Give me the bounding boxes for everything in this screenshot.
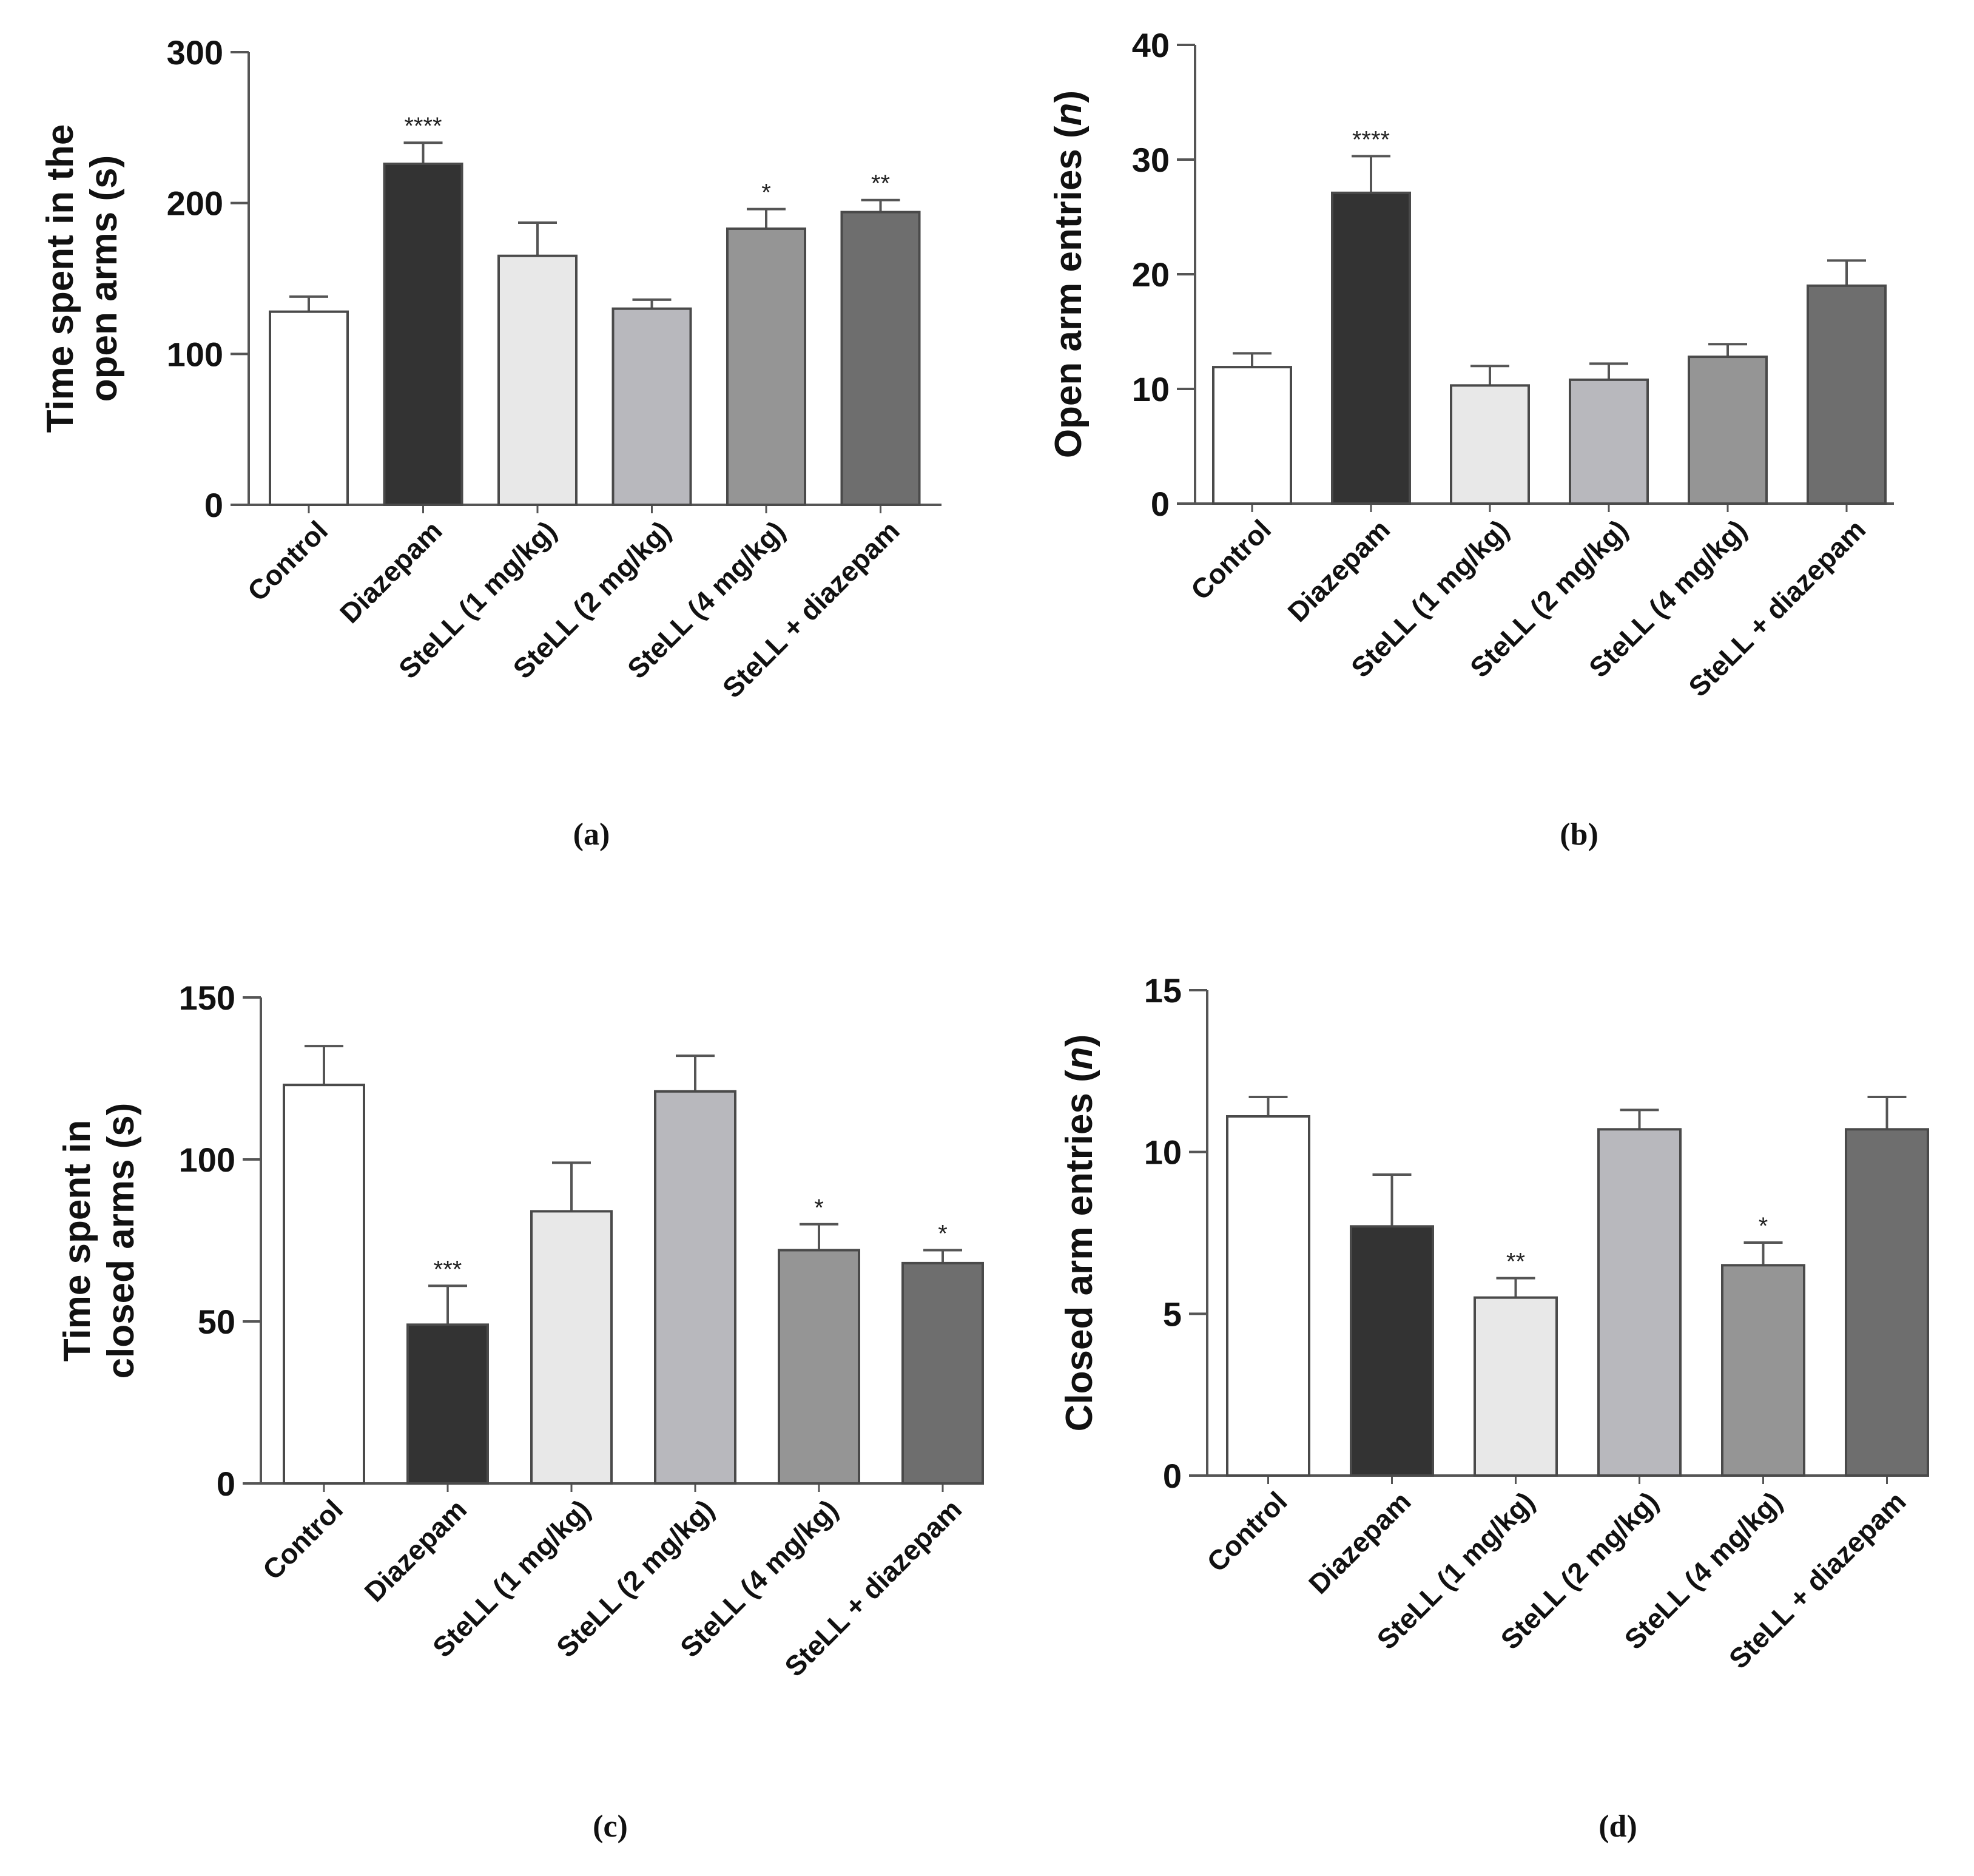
x-tick-label: Control xyxy=(241,515,334,607)
bar xyxy=(1721,1264,1805,1477)
bar xyxy=(901,1261,984,1485)
y-tick-label: 10 xyxy=(1132,370,1170,408)
y-tick-label: 5 xyxy=(1163,1295,1182,1333)
panel-a: 0 100 200 300 Time spent in theopen arms (s)… xyxy=(39,33,942,852)
bar xyxy=(1450,384,1530,505)
bar xyxy=(1597,1128,1682,1477)
y-axis-label: Open arm entries (n) xyxy=(1048,90,1090,458)
significance-label: * xyxy=(761,180,771,206)
y-tick-label: 10 xyxy=(1144,1133,1182,1172)
significance-label: ** xyxy=(871,170,890,197)
y-axis-label-line: closed arms (s) xyxy=(100,1103,142,1379)
panel-label: (c) xyxy=(593,1809,628,1844)
y-axis-label-line: open arms (s) xyxy=(83,155,125,402)
significance-label: ** xyxy=(1506,1249,1525,1275)
bar xyxy=(1807,284,1887,505)
y-tick-label: 100 xyxy=(167,335,223,373)
y-tick-label: 300 xyxy=(167,33,223,72)
y-tick-label: 30 xyxy=(1132,141,1170,179)
y-axis-label-line: Time spent in xyxy=(56,1120,98,1362)
y-axis-label: Time spent inclosed arms (s) xyxy=(56,1103,142,1379)
y-tick-label: 0 xyxy=(1151,485,1170,523)
y-axis-label-part: ) xyxy=(1048,90,1090,103)
bar xyxy=(1331,191,1411,505)
bar xyxy=(269,310,349,506)
bar xyxy=(611,307,692,506)
bar xyxy=(1474,1296,1558,1477)
x-tick-label: Diazepam xyxy=(334,515,448,629)
panel-label: (b) xyxy=(1560,817,1598,852)
bar xyxy=(726,227,806,506)
bar xyxy=(1688,356,1768,505)
y-axis-label-part: n xyxy=(1048,103,1090,126)
panel-label: (d) xyxy=(1598,1809,1637,1844)
panel-c: 0 50 100 150 Time spent inclosed arms (s) Con… xyxy=(56,979,984,1844)
y-tick-label: 20 xyxy=(1132,255,1170,294)
y-axis-label: Time spent in theopen arms (s) xyxy=(39,124,125,433)
y-tick-label: 0 xyxy=(217,1465,235,1503)
bar xyxy=(383,163,463,507)
y-axis-label: Closed arm entries (n) xyxy=(1059,1034,1100,1432)
y-tick-label: 15 xyxy=(1144,971,1182,1010)
y-tick-label: 50 xyxy=(198,1303,235,1341)
significance-label: * xyxy=(814,1195,824,1221)
significance-label: **** xyxy=(404,113,442,140)
significance-label: * xyxy=(938,1221,948,1247)
x-tick-label: Diazepam xyxy=(1302,1485,1417,1600)
bar xyxy=(654,1090,736,1485)
y-axis-label-line: Time spent in the xyxy=(39,124,81,433)
x-tick-label: Diazepam xyxy=(358,1493,473,1608)
y-axis-label-part: n xyxy=(1059,1047,1100,1070)
panel-label: (a) xyxy=(573,817,610,852)
significance-label: *** xyxy=(434,1256,462,1283)
y-axis-label-part: Closed arm entries ( xyxy=(1059,1070,1100,1431)
bar xyxy=(283,1084,365,1485)
bar xyxy=(778,1249,860,1485)
x-tick-label: Diazepam xyxy=(1281,513,1396,628)
panel-d: 0 5 10 15 Closed arm entries (n) Control Diaze… xyxy=(1059,971,1929,1844)
y-tick-label: 100 xyxy=(179,1141,235,1179)
y-tick-label: 200 xyxy=(167,184,223,223)
significance-label: * xyxy=(1759,1213,1768,1240)
bar xyxy=(497,254,578,506)
y-tick-label: 40 xyxy=(1132,26,1170,64)
significance-label: **** xyxy=(1352,126,1390,153)
y-tick-label: 0 xyxy=(204,486,223,524)
bar xyxy=(1350,1225,1434,1477)
y-tick-label: 0 xyxy=(1163,1457,1182,1495)
bar xyxy=(1212,366,1292,505)
bar xyxy=(530,1210,613,1485)
y-axis-label-part: ) xyxy=(1059,1034,1100,1047)
bar xyxy=(1845,1128,1929,1477)
x-tick-label: Control xyxy=(1185,513,1277,606)
bar xyxy=(406,1323,489,1485)
bar xyxy=(1569,378,1649,505)
y-tick-label: 150 xyxy=(179,979,235,1017)
bar xyxy=(840,211,921,506)
panel-b: 0 10 20 30 40 Open arm entries (n) Control ****… xyxy=(1048,26,1894,852)
y-axis-label-part: Open arm entries ( xyxy=(1048,126,1090,458)
bar xyxy=(1226,1115,1310,1477)
x-tick-label: Control xyxy=(1201,1485,1293,1577)
x-tick-label: Control xyxy=(257,1493,349,1585)
